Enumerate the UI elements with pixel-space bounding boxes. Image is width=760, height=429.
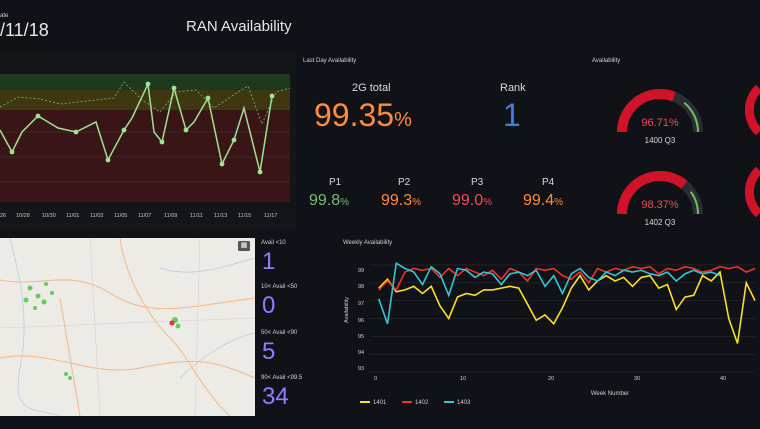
legend-label-1402[interactable]: 1402 [415,400,429,406]
weekly-title: Weekly Availability [343,240,393,246]
x-tick: 10/28 [16,213,30,219]
count-value-3: 5 [262,338,276,365]
y-tick: 95 [358,334,364,340]
gauge-1402-label: 1402 Q3 [645,218,676,227]
p3-unit: % [483,197,493,208]
x-tick: 11/13 [214,213,227,219]
page-title: RAN Availability [186,18,292,35]
last-day-title: Last Day Availability [303,58,357,64]
count-value-2: 0 [262,292,276,319]
p1-value: 99.8% [309,192,349,210]
weekly-chart: Availability Week Number 99 98 97 96 95 … [344,261,756,406]
y-tick: 99 [358,268,364,274]
gauge-1400-value: 96.71% [641,117,679,129]
legend-label-1401[interactable]: 1401 [373,400,387,406]
p1-number: 99.8 [309,192,341,209]
x-tick: 40 [720,376,726,382]
p4-number: 99.4 [523,192,555,209]
y-tick: 97 [358,301,364,307]
rank-value: 1 [503,97,521,133]
gauge-1400: 96.71% 1400 Q3 [617,89,703,145]
x-tick: 11/07 [138,213,151,219]
p2-unit: % [412,197,422,208]
legend-label-1403[interactable]: 1403 [457,400,471,406]
total-label: 2G total [352,82,391,94]
p2-label: P2 [398,177,411,188]
p3-number: 99.0 [452,192,484,209]
gauge-partial-2 [745,166,760,218]
p4-value: 99.4% [523,192,563,210]
x-axis-label: Week Number [591,391,629,397]
y-tick: 93 [358,366,364,372]
total-unit: % [394,109,412,131]
gauge-partial-1 [745,84,760,136]
y-tick: 98 [358,284,364,290]
p3-value: 99.0% [452,192,492,210]
y-axis-label: Availability [344,297,350,323]
x-tick: 30 [634,376,640,382]
p2-number: 99.3 [381,192,413,209]
date-caption: ate [0,13,9,19]
x-tick: 11/03 [90,213,103,219]
daily-availability-panel: 26 10/28 10/30 11/01 11/03 11/05 11/07 1… [0,52,296,230]
p1-label: P1 [329,177,342,188]
x-tick: 11/05 [114,213,127,219]
p1-unit: % [340,197,350,208]
gauge-1402-value: 98.37% [641,199,679,211]
map-panel[interactable]: ▦ [0,238,255,416]
count-label-2: 10< Avail <50 [261,284,298,290]
x-tick: 11/17 [264,213,277,219]
x-tick: 10 [460,376,466,382]
x-tick: 20 [548,376,554,382]
layers-icon[interactable]: ▦ [240,242,248,249]
rank-label: Rank [500,82,526,94]
p2-value: 99.3% [381,192,421,210]
total-value: 99.35% [314,97,412,134]
x-tick: 26 [0,213,6,219]
p3-label: P3 [471,177,484,188]
count-value-1: 1 [262,248,276,275]
x-tick: 11/01 [66,213,79,219]
count-label-3: 50< Avail <90 [261,330,298,336]
count-label-1: Avail <10 [261,240,286,246]
date-value: /11/18 [0,20,49,40]
y-tick: 96 [358,318,364,324]
gauge-1400-label: 1400 Q3 [645,136,676,145]
gauges-title: Availability [592,58,621,64]
x-tick: 10/30 [42,213,56,219]
p4-label: P4 [542,177,555,188]
map-canvas[interactable] [0,238,255,416]
gauge-1402: 98.37% 1402 Q3 [617,171,703,227]
y-tick: 94 [358,350,364,356]
x-tick: 11/15 [238,213,251,219]
series-line-1401 [378,270,756,344]
series-line-1403 [377,261,721,325]
count-value-4: 34 [262,383,289,410]
daily-availability-chart: 26 10/28 10/30 11/01 11/03 11/05 11/07 1… [0,74,291,219]
p4-unit: % [554,197,564,208]
count-label-4: 90< Avail <99.5 [261,375,303,381]
x-tick: 11/11 [190,213,203,219]
total-number: 99.35 [314,97,395,133]
x-tick: 0 [374,376,377,382]
x-tick: 11/09 [164,213,177,219]
